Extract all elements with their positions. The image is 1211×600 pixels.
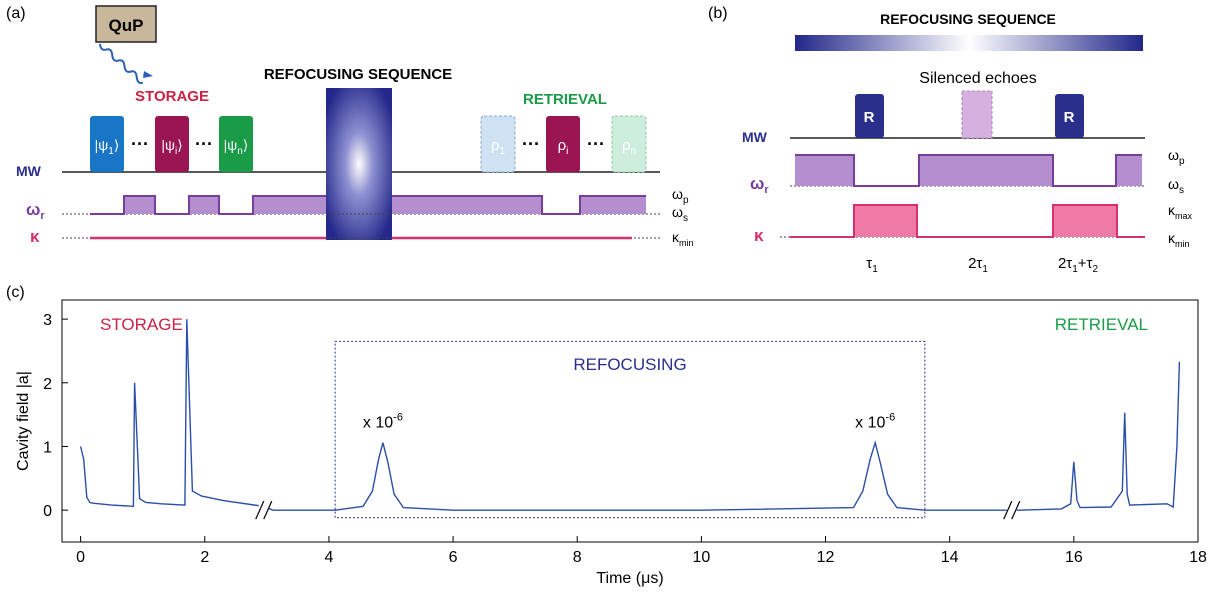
panel-a: (a) QuP STORAGE REFOCUSING SEQUENCE RETR… xyxy=(6,5,694,248)
axis-break-mark xyxy=(255,500,265,520)
qup-icon: QuP xyxy=(95,5,157,84)
y-axis-label: Cavity field |a| xyxy=(15,371,32,471)
svg-text:ρn: ρn xyxy=(622,137,636,157)
y-tick-label: 0 xyxy=(43,503,52,520)
omega-s-label-a: ωs xyxy=(672,204,688,224)
svg-text:ρ1: ρ1 xyxy=(491,137,506,157)
x-tick-label: 10 xyxy=(692,549,710,566)
axis-break-mark xyxy=(1011,500,1021,520)
y-tick-label: 2 xyxy=(43,376,52,393)
refocusing-block xyxy=(326,88,392,240)
panel-c-label: (c) xyxy=(6,284,25,301)
omega-r-trace-a xyxy=(90,195,646,215)
silenced-echo-pulse xyxy=(961,90,993,139)
time-label-2tau1: 2τ1 xyxy=(968,255,988,275)
kappa-min-label-a: κmin xyxy=(672,229,694,248)
kappa-min-label-b: κmin xyxy=(1168,230,1190,249)
omega-s-label-b: ωs xyxy=(1168,176,1184,196)
panel-a-label: (a) xyxy=(6,5,26,22)
axis-break-mark xyxy=(1003,500,1013,520)
omega-p-label-a: ωp xyxy=(672,186,689,206)
refocusing-title-b: REFOCUSING SEQUENCE xyxy=(880,11,1056,27)
omega-p-label-b: ωp xyxy=(1168,147,1185,167)
x-tick-label: 8 xyxy=(573,549,582,566)
retrieval-pulse: ρ1 xyxy=(480,115,516,173)
mw-label-a: MW xyxy=(16,163,42,179)
retrieval-pulse: ρn xyxy=(611,115,647,173)
x-tick-label: 4 xyxy=(324,549,333,566)
y-tick-label: 1 xyxy=(43,439,52,456)
x-tick-label: 14 xyxy=(941,549,959,566)
qup-label: QuP xyxy=(109,16,144,35)
omega-r-trace-b xyxy=(795,154,1142,187)
storage-pulse: |ψ1⟩ xyxy=(90,116,124,172)
refocusing-window xyxy=(334,340,926,519)
kappa-label-a: κ xyxy=(30,227,40,246)
retrieval-label-a: RETRIEVAL xyxy=(523,91,607,108)
ellipsis: ··· xyxy=(522,134,540,154)
plot-frame xyxy=(61,299,1199,543)
scale-note: x 10-6 xyxy=(855,411,895,431)
x-axis-label: Time (μs) xyxy=(596,570,663,587)
svg-text:|ψn⟩: |ψn⟩ xyxy=(224,137,249,157)
panel-b: (b) REFOCUSING SEQUENCE Silenced echoes … xyxy=(708,5,1193,275)
svg-text:R: R xyxy=(1064,109,1075,126)
ellipsis: ··· xyxy=(195,134,213,154)
kappa-max-label-b: κmax xyxy=(1168,202,1193,221)
cavity-field-trace xyxy=(79,319,1181,511)
axis-break-mark xyxy=(263,500,273,520)
refocusing-bar xyxy=(795,35,1143,51)
retrieval-label-c: RETRIEVAL xyxy=(1055,315,1148,334)
r-pulse: R xyxy=(1055,94,1084,138)
mw-label-b: MW xyxy=(742,129,768,145)
svg-text:|ψ1⟩: |ψ1⟩ xyxy=(95,137,120,157)
axis-break-gap xyxy=(1006,501,1017,520)
scale-note: x 10-6 xyxy=(363,411,403,431)
storage-label-a: STORAGE xyxy=(135,88,209,105)
ellipsis: ··· xyxy=(131,134,149,154)
kappa-trace-b xyxy=(790,204,1145,238)
svg-text:|ψi⟩: |ψi⟩ xyxy=(161,137,182,157)
svg-text:ρi: ρi xyxy=(558,137,569,157)
x-tick-label: 0 xyxy=(76,549,85,566)
axis-breaks xyxy=(255,500,1021,520)
refocusing-label-a: REFOCUSING SEQUENCE xyxy=(264,66,452,83)
omega-r-label-a: ωr xyxy=(26,200,45,222)
omega-r-label-b: ωr xyxy=(750,174,769,196)
x-tick-label: 18 xyxy=(1189,549,1207,566)
refocusing-label-c: REFOCUSING xyxy=(573,355,686,374)
x-tick-label: 12 xyxy=(817,549,835,566)
x-tick-label: 6 xyxy=(449,549,458,566)
panel-b-label: (b) xyxy=(708,5,728,22)
x-tick-label: 16 xyxy=(1065,549,1083,566)
silenced-echoes-label: Silenced echoes xyxy=(919,70,1036,87)
axis-break-gap xyxy=(258,501,269,520)
storage-pulse: |ψi⟩ xyxy=(155,116,189,172)
retrieval-pulse: ρi xyxy=(546,116,580,172)
r-pulse: R xyxy=(855,94,884,138)
y-tick-label: 3 xyxy=(43,312,52,329)
time-label-2tau1-tau2: 2τ1+τ2 xyxy=(1058,255,1099,275)
x-tick-label: 2 xyxy=(200,549,209,566)
ellipsis: ··· xyxy=(587,134,605,154)
storage-pulse: |ψn⟩ xyxy=(219,116,253,172)
svg-text:R: R xyxy=(864,109,875,126)
kappa-label-b: κ xyxy=(754,226,764,245)
time-label-tau1: τ1 xyxy=(866,255,878,275)
storage-label-c: STORAGE xyxy=(100,315,183,334)
